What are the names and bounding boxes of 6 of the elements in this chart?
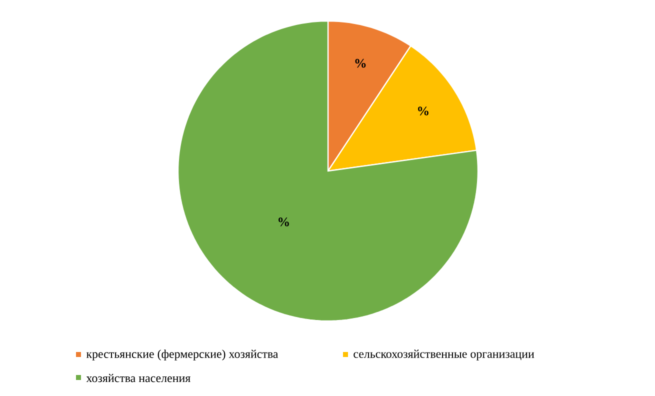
data-label: % (418, 106, 428, 116)
legend-label: сельскохозяйственные организации (354, 350, 534, 360)
legend-label: крестьянские (фермерские) хозяйства (86, 350, 278, 360)
legend-label: хозяйства населения (86, 374, 190, 382)
data-label: % (355, 58, 366, 68)
data-label: % (278, 218, 289, 226)
